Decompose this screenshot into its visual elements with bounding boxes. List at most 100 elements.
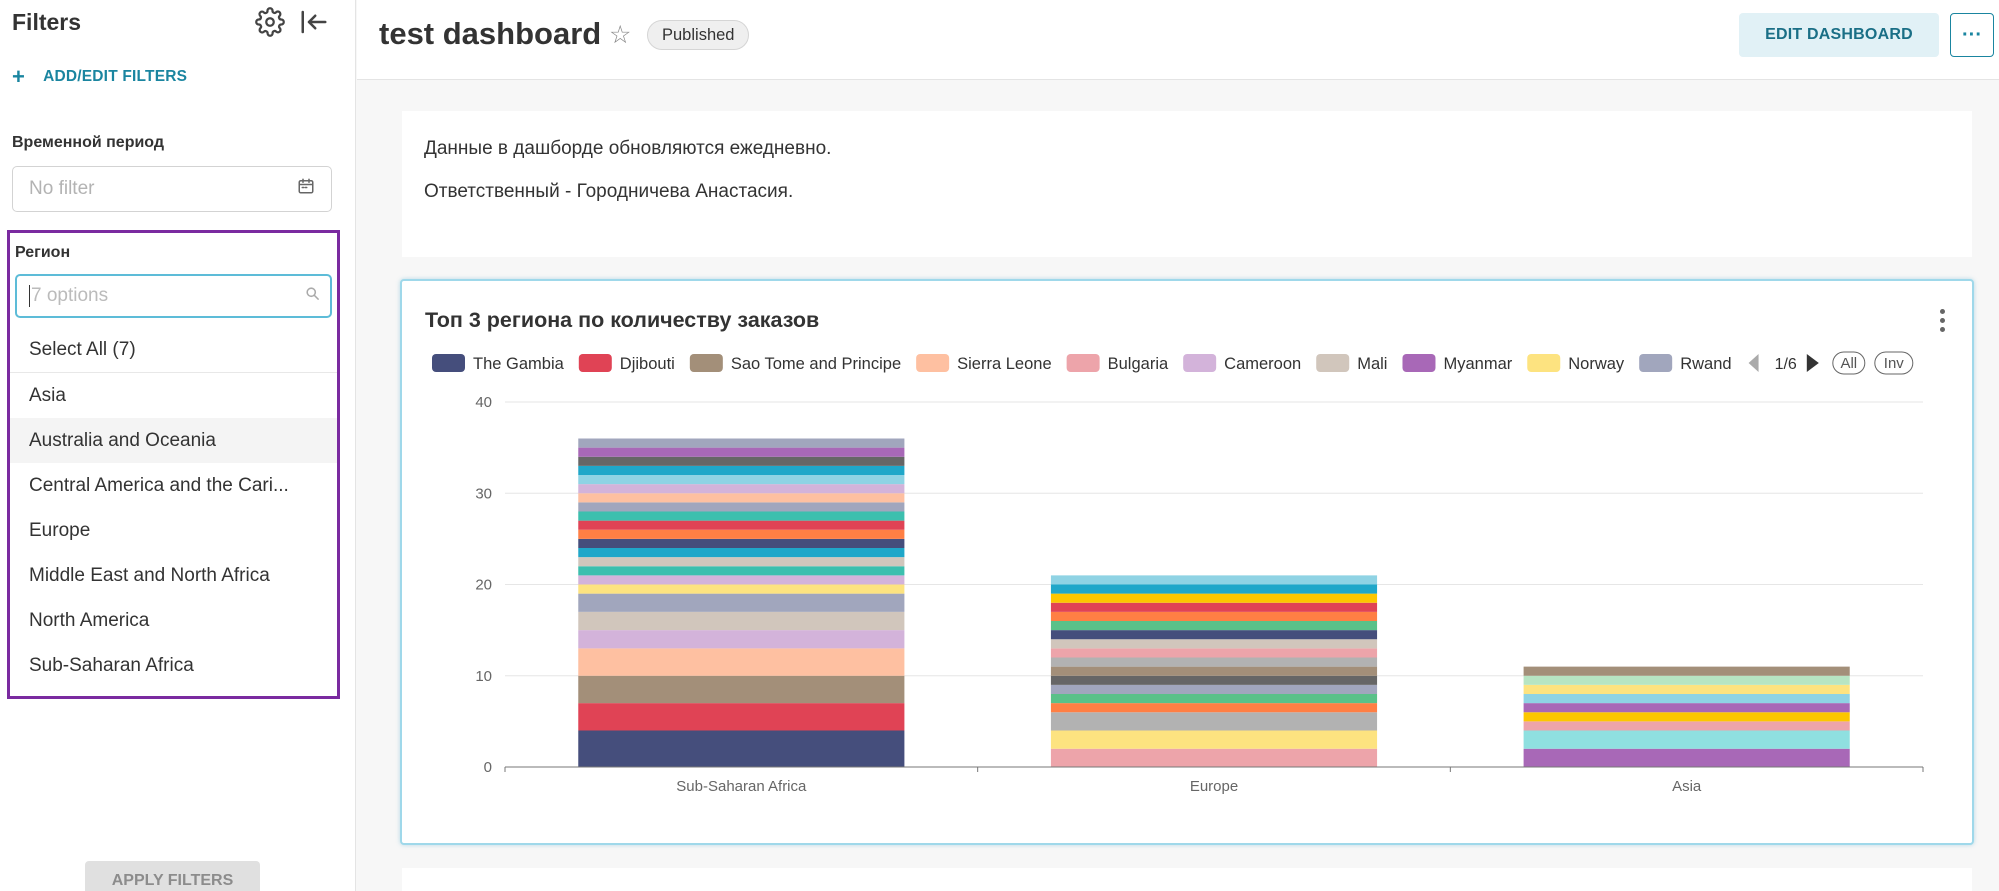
bar-segment[interactable] — [1050, 611, 1378, 621]
legend-control-button[interactable] — [1874, 351, 1914, 375]
legend-label[interactable]: Mali — [1357, 355, 1387, 373]
bar-segment[interactable] — [1050, 694, 1378, 704]
star-icon[interactable]: ☆ — [609, 21, 632, 49]
legend-label[interactable]: Myanmar — [1443, 355, 1512, 373]
bar-segment[interactable] — [578, 493, 905, 503]
bar-segment[interactable] — [1523, 730, 1850, 749]
legend-next-icon[interactable] — [1806, 354, 1819, 372]
time-filter-input[interactable]: No filter — [12, 166, 332, 212]
bar-segment[interactable] — [1050, 703, 1378, 713]
bar-segment[interactable] — [578, 648, 905, 676]
bar-segment[interactable] — [1523, 721, 1850, 731]
bar-segment[interactable] — [578, 475, 905, 485]
bar-segment[interactable] — [1523, 675, 1850, 685]
bar-segment[interactable] — [578, 438, 905, 448]
bar-segment[interactable] — [578, 502, 905, 512]
dashboard-header: test dashboard ☆ Published EDIT DASHBOAR… — [357, 0, 1999, 80]
bar-segment[interactable] — [578, 611, 905, 631]
more-options-button[interactable]: ··· — [1950, 13, 1994, 57]
legend-swatch[interactable] — [689, 354, 723, 372]
bar-segment[interactable] — [1523, 684, 1850, 694]
bar-segment[interactable] — [1050, 657, 1378, 667]
region-option[interactable]: Middle East and North Africa — [29, 564, 270, 586]
region-option[interactable]: North America — [29, 609, 150, 631]
region-option[interactable]: Europe — [29, 519, 91, 541]
legend-control-label[interactable]: Inv — [1884, 355, 1905, 372]
y-tick-label: 10 — [475, 668, 492, 685]
legend-swatch[interactable] — [1066, 354, 1100, 372]
bar-segment[interactable] — [1050, 639, 1378, 649]
bar-segment[interactable] — [1523, 703, 1850, 713]
region-option[interactable]: Asia — [29, 384, 66, 406]
bar-segment[interactable] — [578, 675, 905, 704]
chart-card: The Gambia Djibouti Sao Tome and Principe S… — [400, 279, 1974, 845]
bar-segment[interactable] — [1050, 621, 1378, 631]
legend-prev-icon[interactable] — [1748, 354, 1759, 372]
bar-segment[interactable] — [578, 538, 905, 548]
legend-label[interactable]: Norway — [1568, 355, 1625, 373]
bar-segment[interactable] — [578, 593, 905, 612]
bar-segment[interactable] — [578, 703, 905, 731]
bar-segment[interactable] — [578, 584, 905, 594]
region-option[interactable]: Sub-Saharan Africa — [29, 654, 194, 676]
legend-label[interactable]: The Gambia — [473, 355, 565, 373]
bar-segment[interactable] — [578, 529, 905, 539]
bar-segment[interactable] — [1050, 675, 1378, 685]
legend-label[interactable]: Djibouti — [620, 355, 675, 373]
legend-label[interactable]: Sierra Leone — [957, 355, 1051, 373]
select-all-option[interactable]: Select All (7) — [10, 328, 337, 373]
legend-swatch[interactable] — [432, 354, 465, 372]
region-search-input[interactable]: 7 options — [15, 274, 332, 318]
legend-control-label[interactable]: All — [1840, 355, 1857, 372]
legend-label[interactable]: Cameroon — [1224, 355, 1301, 373]
legend-swatch[interactable] — [578, 354, 612, 372]
bar-segment[interactable] — [578, 447, 905, 457]
bar-segment[interactable] — [1523, 748, 1850, 767]
bar-segment[interactable] — [578, 484, 905, 494]
y-tick-label: 20 — [475, 577, 492, 594]
bar-segment[interactable] — [1050, 712, 1378, 731]
bar-segment[interactable] — [578, 520, 905, 530]
legend-swatch[interactable] — [1639, 354, 1673, 372]
bar-segment[interactable] — [1050, 648, 1378, 658]
legend-control-button[interactable] — [1832, 351, 1866, 375]
bar-segment[interactable] — [578, 557, 905, 567]
bar-segment[interactable] — [578, 730, 905, 768]
bar-segment[interactable] — [1050, 575, 1378, 585]
bar-segment[interactable] — [1050, 602, 1378, 612]
legend-label[interactable]: Sao Tome and Principe — [731, 355, 901, 373]
bar-segment[interactable] — [578, 566, 905, 576]
bar-segment[interactable] — [1050, 730, 1378, 749]
bar-segment[interactable] — [1523, 712, 1850, 722]
bar-segment[interactable] — [578, 511, 905, 521]
legend-label[interactable]: Rwand — [1680, 355, 1731, 373]
bar-segment[interactable] — [578, 548, 905, 558]
bar-segment[interactable] — [578, 465, 905, 475]
gear-icon[interactable] — [254, 6, 286, 38]
legend-swatch[interactable] — [1316, 354, 1350, 372]
collapse-sidebar-icon[interactable] — [298, 6, 330, 38]
legend-swatch[interactable] — [1402, 354, 1436, 372]
legend-swatch[interactable] — [1183, 354, 1217, 372]
add-edit-filters-button[interactable]: + ADD/EDIT FILTERS — [12, 66, 187, 88]
legend-label[interactable]: Bulgaria — [1108, 355, 1169, 373]
bar-segment[interactable] — [578, 630, 905, 649]
bar-segment[interactable] — [1050, 684, 1378, 694]
bar-segment[interactable] — [1523, 694, 1850, 704]
legend-swatch[interactable] — [916, 354, 950, 372]
bar-segment[interactable] — [578, 575, 905, 585]
legend-swatch[interactable] — [1527, 354, 1561, 372]
bar-segment[interactable] — [1050, 584, 1378, 594]
apply-filters-button[interactable]: APPLY FILTERS — [85, 861, 260, 891]
markdown-line-1: Данные в дашборде обновляются ежедневно. — [424, 138, 832, 159]
bar-segment[interactable] — [1050, 630, 1378, 640]
bar-segment[interactable] — [1050, 666, 1378, 676]
region-option[interactable]: Central America and the Cari... — [29, 474, 289, 496]
bar-segment[interactable] — [1523, 666, 1850, 676]
bar-segment[interactable] — [1050, 748, 1378, 767]
chart-menu-icon[interactable] — [1938, 309, 1946, 332]
region-option[interactable]: Australia and Oceania — [10, 418, 337, 463]
edit-dashboard-button[interactable]: EDIT DASHBOARD — [1739, 13, 1939, 57]
bar-segment[interactable] — [1050, 593, 1378, 603]
bar-segment[interactable] — [578, 456, 905, 466]
